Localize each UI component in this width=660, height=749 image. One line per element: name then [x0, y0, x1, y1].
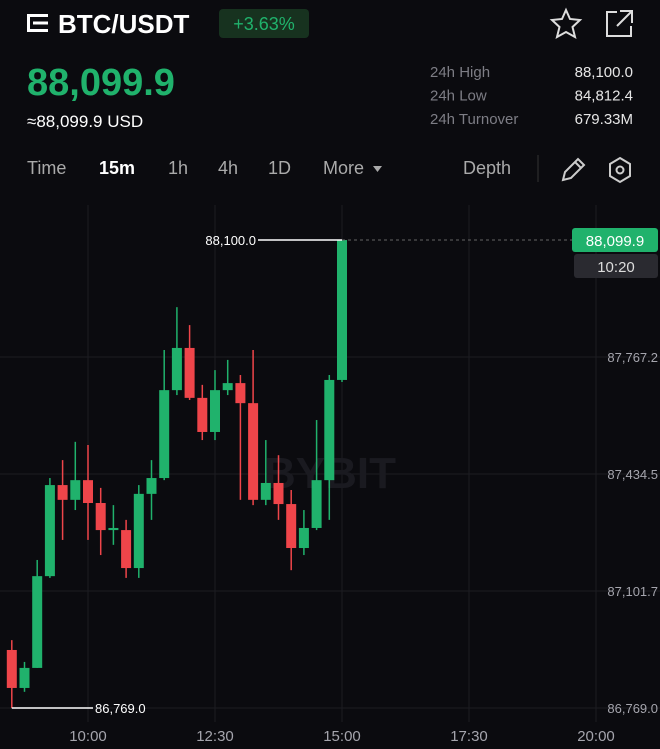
candle-body — [70, 480, 81, 500]
candle-body — [32, 576, 43, 668]
x-tick-label: 15:00 — [323, 728, 361, 745]
y-tick-label: 86,769.0 — [607, 701, 658, 716]
dropdown-arrow — [373, 166, 382, 172]
share-icon[interactable] — [606, 10, 633, 37]
last-price: 88,099.9 — [27, 62, 175, 104]
interval-tab[interactable]: More — [323, 158, 364, 178]
min-label: 86,769.0 — [95, 701, 146, 716]
x-tick-label: 17:30 — [450, 728, 488, 745]
candle-body — [171, 347, 182, 391]
candle-body — [57, 485, 68, 500]
price-usd: ≈88,099.9 USD — [27, 112, 143, 131]
candle-body — [184, 347, 195, 398]
candle-body — [108, 527, 119, 531]
candle-body — [260, 482, 271, 500]
menu-icon[interactable] — [27, 14, 48, 32]
x-tick-label: 10:00 — [69, 728, 107, 745]
x-tick-label: 12:30 — [196, 728, 234, 745]
stat-label: 24h Turnover — [430, 111, 518, 128]
y-tick-label: 87,101.7 — [607, 584, 658, 599]
y-tick-label: 87,767.2 — [607, 350, 658, 365]
candle-body — [235, 383, 246, 404]
draw-icon[interactable] — [561, 157, 586, 182]
candle-body — [159, 390, 170, 479]
candle-body — [44, 485, 55, 577]
change-badge — [219, 9, 309, 38]
countdown-tag — [574, 254, 658, 279]
interval-tab[interactable]: 15m — [99, 158, 135, 178]
candle-body — [121, 530, 132, 569]
stat-value: 88,100.0 — [575, 64, 633, 81]
candle-body — [222, 383, 233, 391]
stat-value: 679.33M — [575, 111, 633, 128]
candle-body — [273, 482, 284, 505]
candle-body — [19, 667, 30, 688]
pair: BTC/USDT — [58, 9, 190, 39]
settings-icon[interactable] — [609, 156, 631, 184]
candle-body — [133, 493, 144, 569]
chart: BYBIT86,769.087,101.787,434.587,767.210:… — [0, 205, 660, 745]
candle-body — [210, 390, 220, 432]
favorite-icon[interactable] — [549, 7, 583, 39]
candle-body — [298, 527, 309, 549]
candle-body — [197, 397, 208, 432]
x-tick-label: 20:00 — [577, 728, 615, 745]
candle-body — [311, 480, 322, 528]
interval-tab[interactable]: Time — [27, 158, 66, 178]
interval-tab[interactable]: 1h — [168, 158, 188, 178]
last-price-tag-text: 88,099.9 — [586, 233, 644, 250]
candle-body — [83, 480, 93, 504]
y-tick-label: 87,434.5 — [607, 467, 658, 482]
candle-body — [248, 403, 259, 500]
candle-body — [337, 240, 347, 380]
candle-body — [146, 478, 157, 494]
stat-value: 84,812.4 — [575, 88, 633, 105]
change: +3.63% — [233, 14, 295, 34]
last-price-tag — [572, 228, 658, 253]
countdown: 10:20 — [597, 259, 635, 276]
candle-body — [6, 649, 17, 688]
interval-tab[interactable]: 4h — [218, 158, 238, 178]
interval-tab[interactable]: 1D — [268, 158, 291, 178]
depth-tab[interactable]: Depth — [463, 158, 511, 178]
candle-body — [95, 503, 106, 531]
max-label: 88,100.0 — [205, 233, 256, 248]
stat-label: 24h Low — [430, 88, 487, 105]
candle-body — [286, 504, 297, 549]
stat-label: 24h High — [430, 64, 490, 81]
candle-body — [324, 379, 335, 481]
